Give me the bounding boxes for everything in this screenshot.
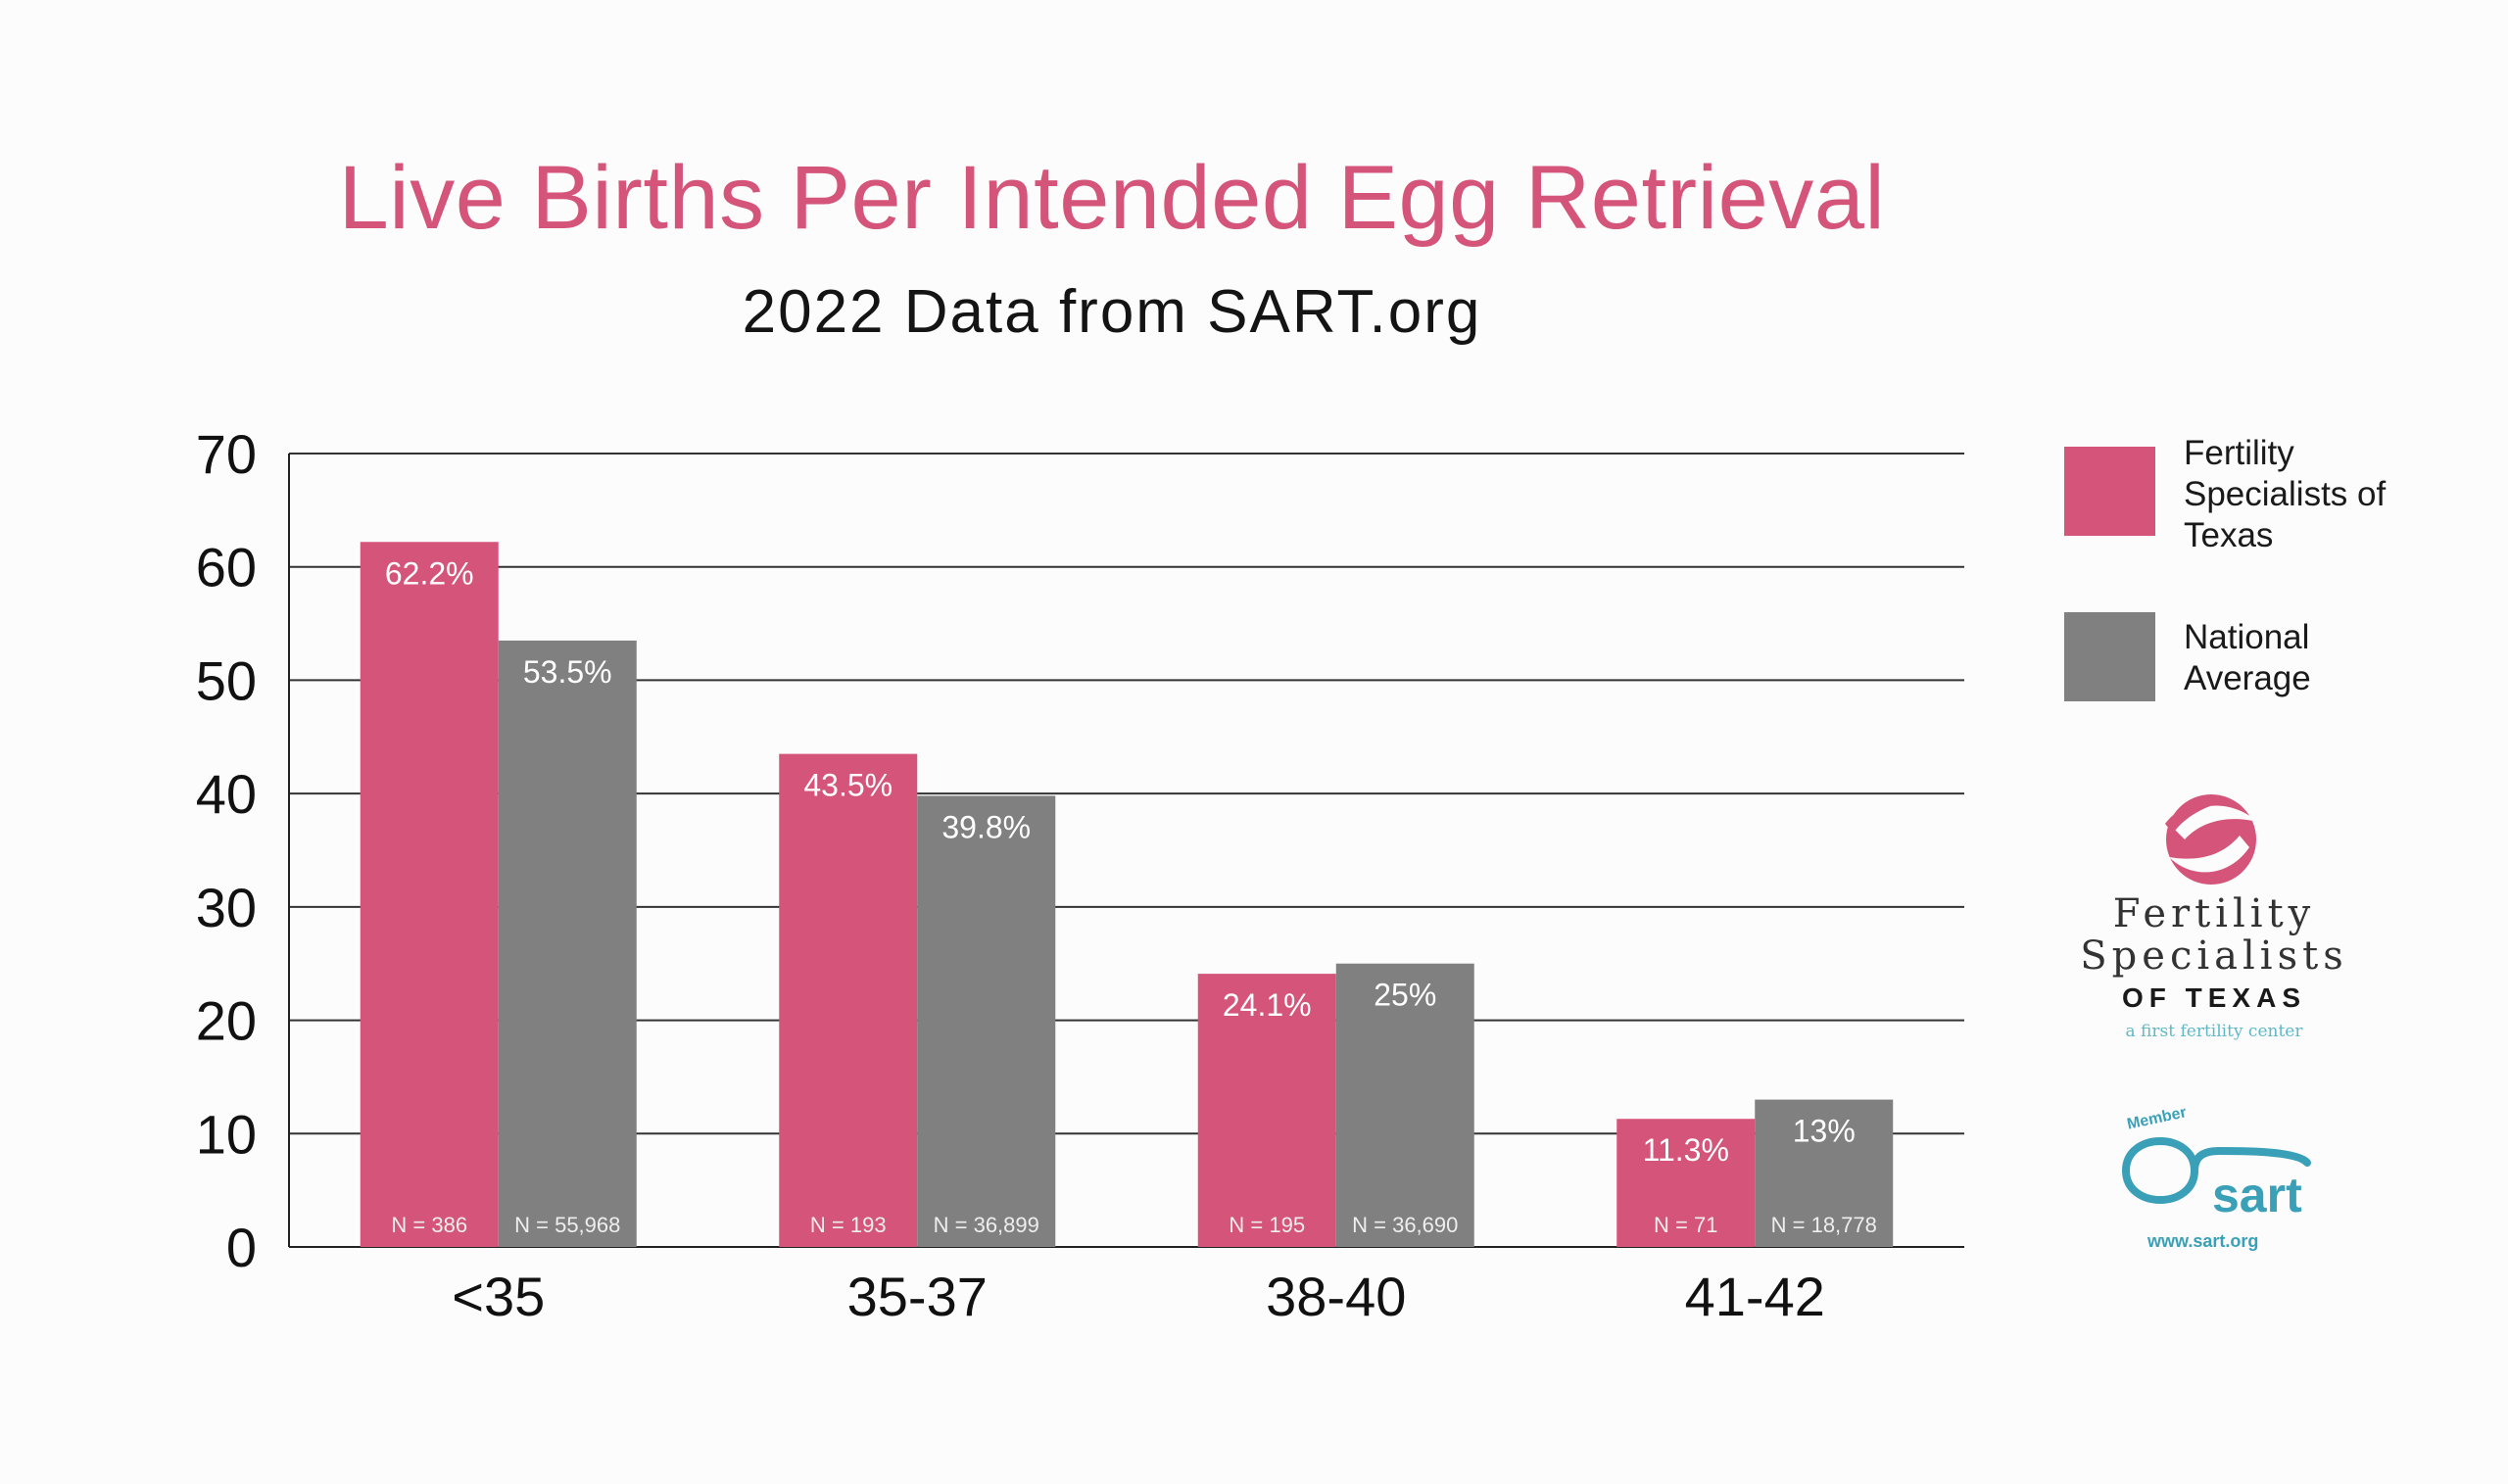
- y-tick-label: 0: [226, 1217, 257, 1278]
- n-label: N = 36,899: [934, 1213, 1039, 1237]
- bar: [360, 542, 499, 1247]
- sart-member-icon: Member sart www.sart.org: [2121, 1104, 2311, 1251]
- y-tick-label: 30: [196, 877, 257, 938]
- sart-url-text: www.sart.org: [2146, 1231, 2258, 1251]
- bar: [779, 753, 918, 1247]
- bar: [1616, 1119, 1756, 1247]
- data-label: 43.5%: [803, 768, 892, 803]
- n-label: N = 36,690: [1352, 1213, 1458, 1237]
- x-tick-label: <35: [452, 1266, 545, 1327]
- y-tick-label: 70: [196, 423, 257, 485]
- legend-label-fst: Fertility Specialists of Texas: [2184, 434, 2387, 554]
- sart-name-text: sart: [2212, 1168, 2302, 1222]
- n-label: N = 193: [810, 1213, 887, 1237]
- n-label: N = 18,778: [1771, 1213, 1877, 1237]
- y-tick-label: 20: [196, 990, 257, 1052]
- fst-logo-tagline: a first fertility center: [2125, 1022, 2303, 1041]
- data-label: 24.1%: [1223, 987, 1312, 1023]
- y-tick-label: 40: [196, 763, 257, 825]
- fst-logo-line1: Fertility: [2112, 891, 2316, 936]
- bar: [1197, 974, 1336, 1247]
- fst-logo-line3: OF TEXAS: [2121, 982, 2306, 1013]
- n-label: N = 55,968: [514, 1213, 620, 1237]
- fst-logo-line2: Specialists: [2080, 933, 2348, 979]
- data-label: 25%: [1374, 978, 1436, 1013]
- fst-logo: Fertility Specialists OF TEXAS a first f…: [2048, 789, 2381, 1053]
- chart-title: Live Births Per Intended Egg Retrieval: [338, 148, 1886, 248]
- n-label: N = 195: [1229, 1213, 1305, 1237]
- bar: [917, 795, 1056, 1247]
- data-label: 62.2%: [385, 555, 474, 591]
- data-label: 53.5%: [523, 654, 612, 690]
- bar: [498, 640, 637, 1247]
- chart-subtitle: 2022 Data from SART.org: [742, 278, 1482, 346]
- x-tick-label: 35-37: [847, 1266, 988, 1327]
- x-tick-label: 41-42: [1685, 1266, 1825, 1327]
- bar: [1335, 963, 1474, 1247]
- y-tick-label: 10: [196, 1103, 257, 1165]
- legend-swatch-fst: [2064, 447, 2155, 536]
- bar: [1755, 1099, 1894, 1247]
- sart-member-text: Member: [2126, 1104, 2189, 1132]
- y-tick-label: 60: [196, 537, 257, 598]
- data-label: 11.3%: [1643, 1132, 1729, 1168]
- sart-logo: Member sart www.sart.org: [2097, 1102, 2332, 1259]
- hands-heart-icon: [2165, 794, 2257, 885]
- n-label: N = 71: [1654, 1213, 1717, 1237]
- data-label: 13%: [1793, 1114, 1856, 1149]
- legend-label-national: National Average: [2184, 618, 2311, 697]
- y-tick-label: 50: [196, 649, 257, 711]
- n-label: N = 386: [391, 1213, 467, 1237]
- legend-swatch-national: [2064, 612, 2155, 701]
- data-label: 39.8%: [941, 809, 1031, 844]
- x-tick-label: 38-40: [1266, 1266, 1406, 1327]
